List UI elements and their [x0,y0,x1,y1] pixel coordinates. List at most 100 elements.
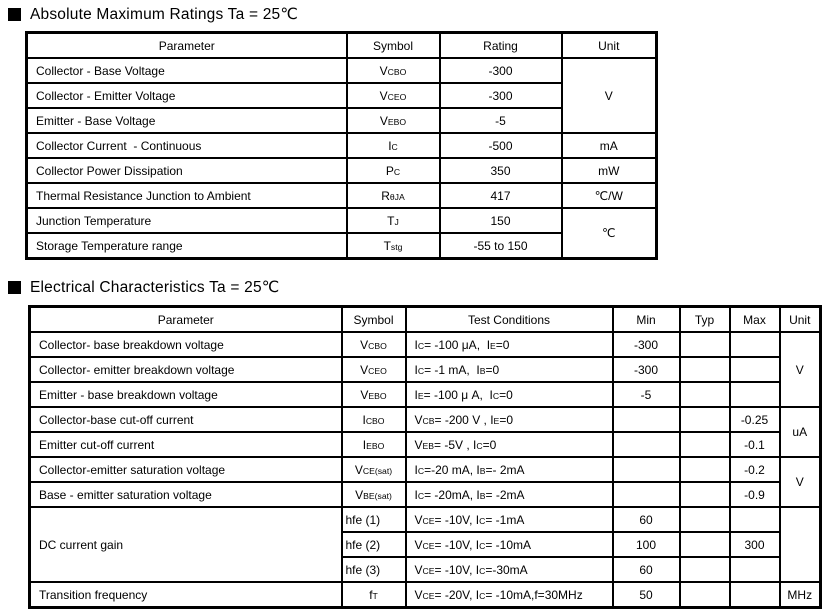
cell-parameter: Collector- emitter breakdown voltage [28,356,343,383]
section-title: Absolute Maximum Ratings Ta = 25℃ [30,6,298,23]
column-header-test-conditions: Test Conditions [404,305,614,333]
column-header-symbol: Symbol [345,31,441,59]
table-row: hfe (2) VCE= -10V, IC= -10mA 100 300 [30,531,821,558]
table-row: hfe (3) VCE= -10V, IC=-30mA 60 [30,556,821,583]
cell-test-conditions: VCE= -10V, IC= -10mA [404,531,614,558]
cell-test-conditions: VEB= -5V , IC=0 [404,431,614,458]
cell-min: -300 [611,356,681,383]
cell-symbol: VCE(sat) [340,456,407,483]
cell-rating: -500 [438,132,563,159]
cell-min: 50 [611,581,681,609]
absolute-maximum-ratings-table: Parameter Symbol Rating Unit Collector - Ba… [25,31,658,260]
column-header-symbol: Symbol [340,305,407,333]
cell-parameter: Collector - Base Voltage [25,57,348,84]
cell-max [728,381,781,408]
cell-symbol: IC [345,132,441,159]
cell-max [728,581,781,609]
cell-test-conditions: IE= -100 μ A, IC=0 [404,381,614,408]
cell-unit: uA [778,406,822,458]
cell-typ [678,581,731,609]
cell-symbol: VCEO [340,356,407,383]
cell-typ [678,356,731,383]
cell-parameter: Emitter cut-off current [28,431,343,458]
table-row: Collector-emitter saturation voltage VCE(… [28,456,822,508]
cell-parameter: Junction Temperature [25,207,348,234]
cell-symbol: IEBO [340,431,407,458]
cell-symbol: VEBO [340,381,407,408]
cell-parameter: Emitter - base breakdown voltage [28,381,343,408]
table-row: Storage Temperature range Tstg -55 to 150 [25,232,657,260]
cell-unit: mA [560,132,658,159]
header-row: Parameter Symbol Test Conditions Min Typ Max U… [28,305,822,333]
cell-typ [678,381,731,408]
cell-symbol: VCBO [345,57,441,84]
cell-test-conditions: VCB= -200 V , IE=0 [404,406,614,433]
cell-min [611,481,681,508]
cell-test-conditions: VCE= -10V, IC=-30mA [404,556,614,583]
cell-typ [678,556,731,583]
cell-test-conditions: VCE= -10V, IC= -1mA [404,506,614,533]
cell-parameter: Storage Temperature range [25,232,348,260]
cell-min [611,406,681,433]
cell-max: -0.1 [728,431,781,458]
section-heading-absolute-maximum-ratings: Absolute Maximum Ratings Ta = 25℃ [8,5,298,24]
section-heading-electrical-characteristics: Electrical Characteristics Ta = 25℃ [8,278,279,297]
cell-typ [678,406,731,433]
cell-test-conditions: IC= -20mA, IB= -2mA [404,481,614,508]
table-row: Collector - Emitter Voltage VCEO -300 [25,82,657,109]
table-row: Collector-base cut-off current ICBO VCB= -… [28,406,822,458]
cell-min: 60 [611,506,681,533]
cell-min: -300 [611,331,681,358]
cell-parameter: Collector Power Dissipation [25,157,348,184]
table-row: Junction Temperature TJ 150 ℃ [25,207,658,260]
cell-parameter: Transition frequency [28,581,343,609]
cell-rating: -300 [438,57,563,84]
cell-unit: V [778,456,822,508]
cell-parameter: Collector - Emitter Voltage [25,82,348,109]
cell-symbol: VEBO [345,107,441,134]
cell-typ [678,531,731,558]
cell-unit [778,506,822,583]
table-row: Thermal Resistance Junction to Ambient Rθ… [25,182,658,209]
table-row: Emitter - base breakdown voltage VEBO IE= … [28,381,821,408]
cell-symbol: RθJA [345,182,441,209]
cell-parameter: Collector-base cut-off current [28,406,343,433]
table-row: Emitter - Base Voltage VEBO -5 [25,107,657,134]
column-header-parameter: Parameter [28,305,343,333]
cell-min [611,431,681,458]
cell-test-conditions: IC= -100 μA, IE=0 [404,331,614,358]
cell-symbol: fT [340,581,407,609]
cell-test-conditions: IC= -1 mA, IB=0 [404,356,614,383]
table-row: Collector Power Dissipation PC 350 mW [25,157,658,184]
column-header-parameter: Parameter [25,31,348,59]
cell-symbol: PC [345,157,441,184]
column-header-unit: Unit [560,31,658,59]
column-header-typ: Typ [678,305,731,333]
section-title: Electrical Characteristics Ta = 25℃ [30,279,280,296]
cell-max: 300 [728,531,781,558]
cell-typ [678,331,731,358]
cell-unit: ℃ [560,207,658,260]
cell-unit: mW [560,157,658,184]
cell-unit: V [560,57,658,134]
column-header-rating: Rating [438,31,563,59]
cell-typ [678,481,731,508]
table-row: Transition frequency fT VCE= -20V, IC= -10… [28,581,822,609]
cell-unit: V [778,331,822,408]
cell-typ [678,456,731,483]
cell-max: -0.25 [728,406,781,433]
cell-symbol: hfe (1) [340,506,407,533]
cell-rating: -55 to 150 [438,232,563,260]
cell-symbol: TJ [345,207,441,234]
column-header-min: Min [611,305,681,333]
cell-symbol: ICBO [340,406,407,433]
cell-parameter: Emitter - Base Voltage [25,107,348,134]
cell-test-conditions: IC=-20 mA, IB=- 2mA [404,456,614,483]
cell-max [728,506,781,533]
cell-typ [678,431,731,458]
table-row: Emitter cut-off current IEBO VEB= -5V , IC… [28,431,821,458]
cell-min: -5 [611,381,681,408]
cell-rating: -300 [438,82,563,109]
cell-rating: 350 [438,157,563,184]
section-marker-icon [8,281,21,294]
